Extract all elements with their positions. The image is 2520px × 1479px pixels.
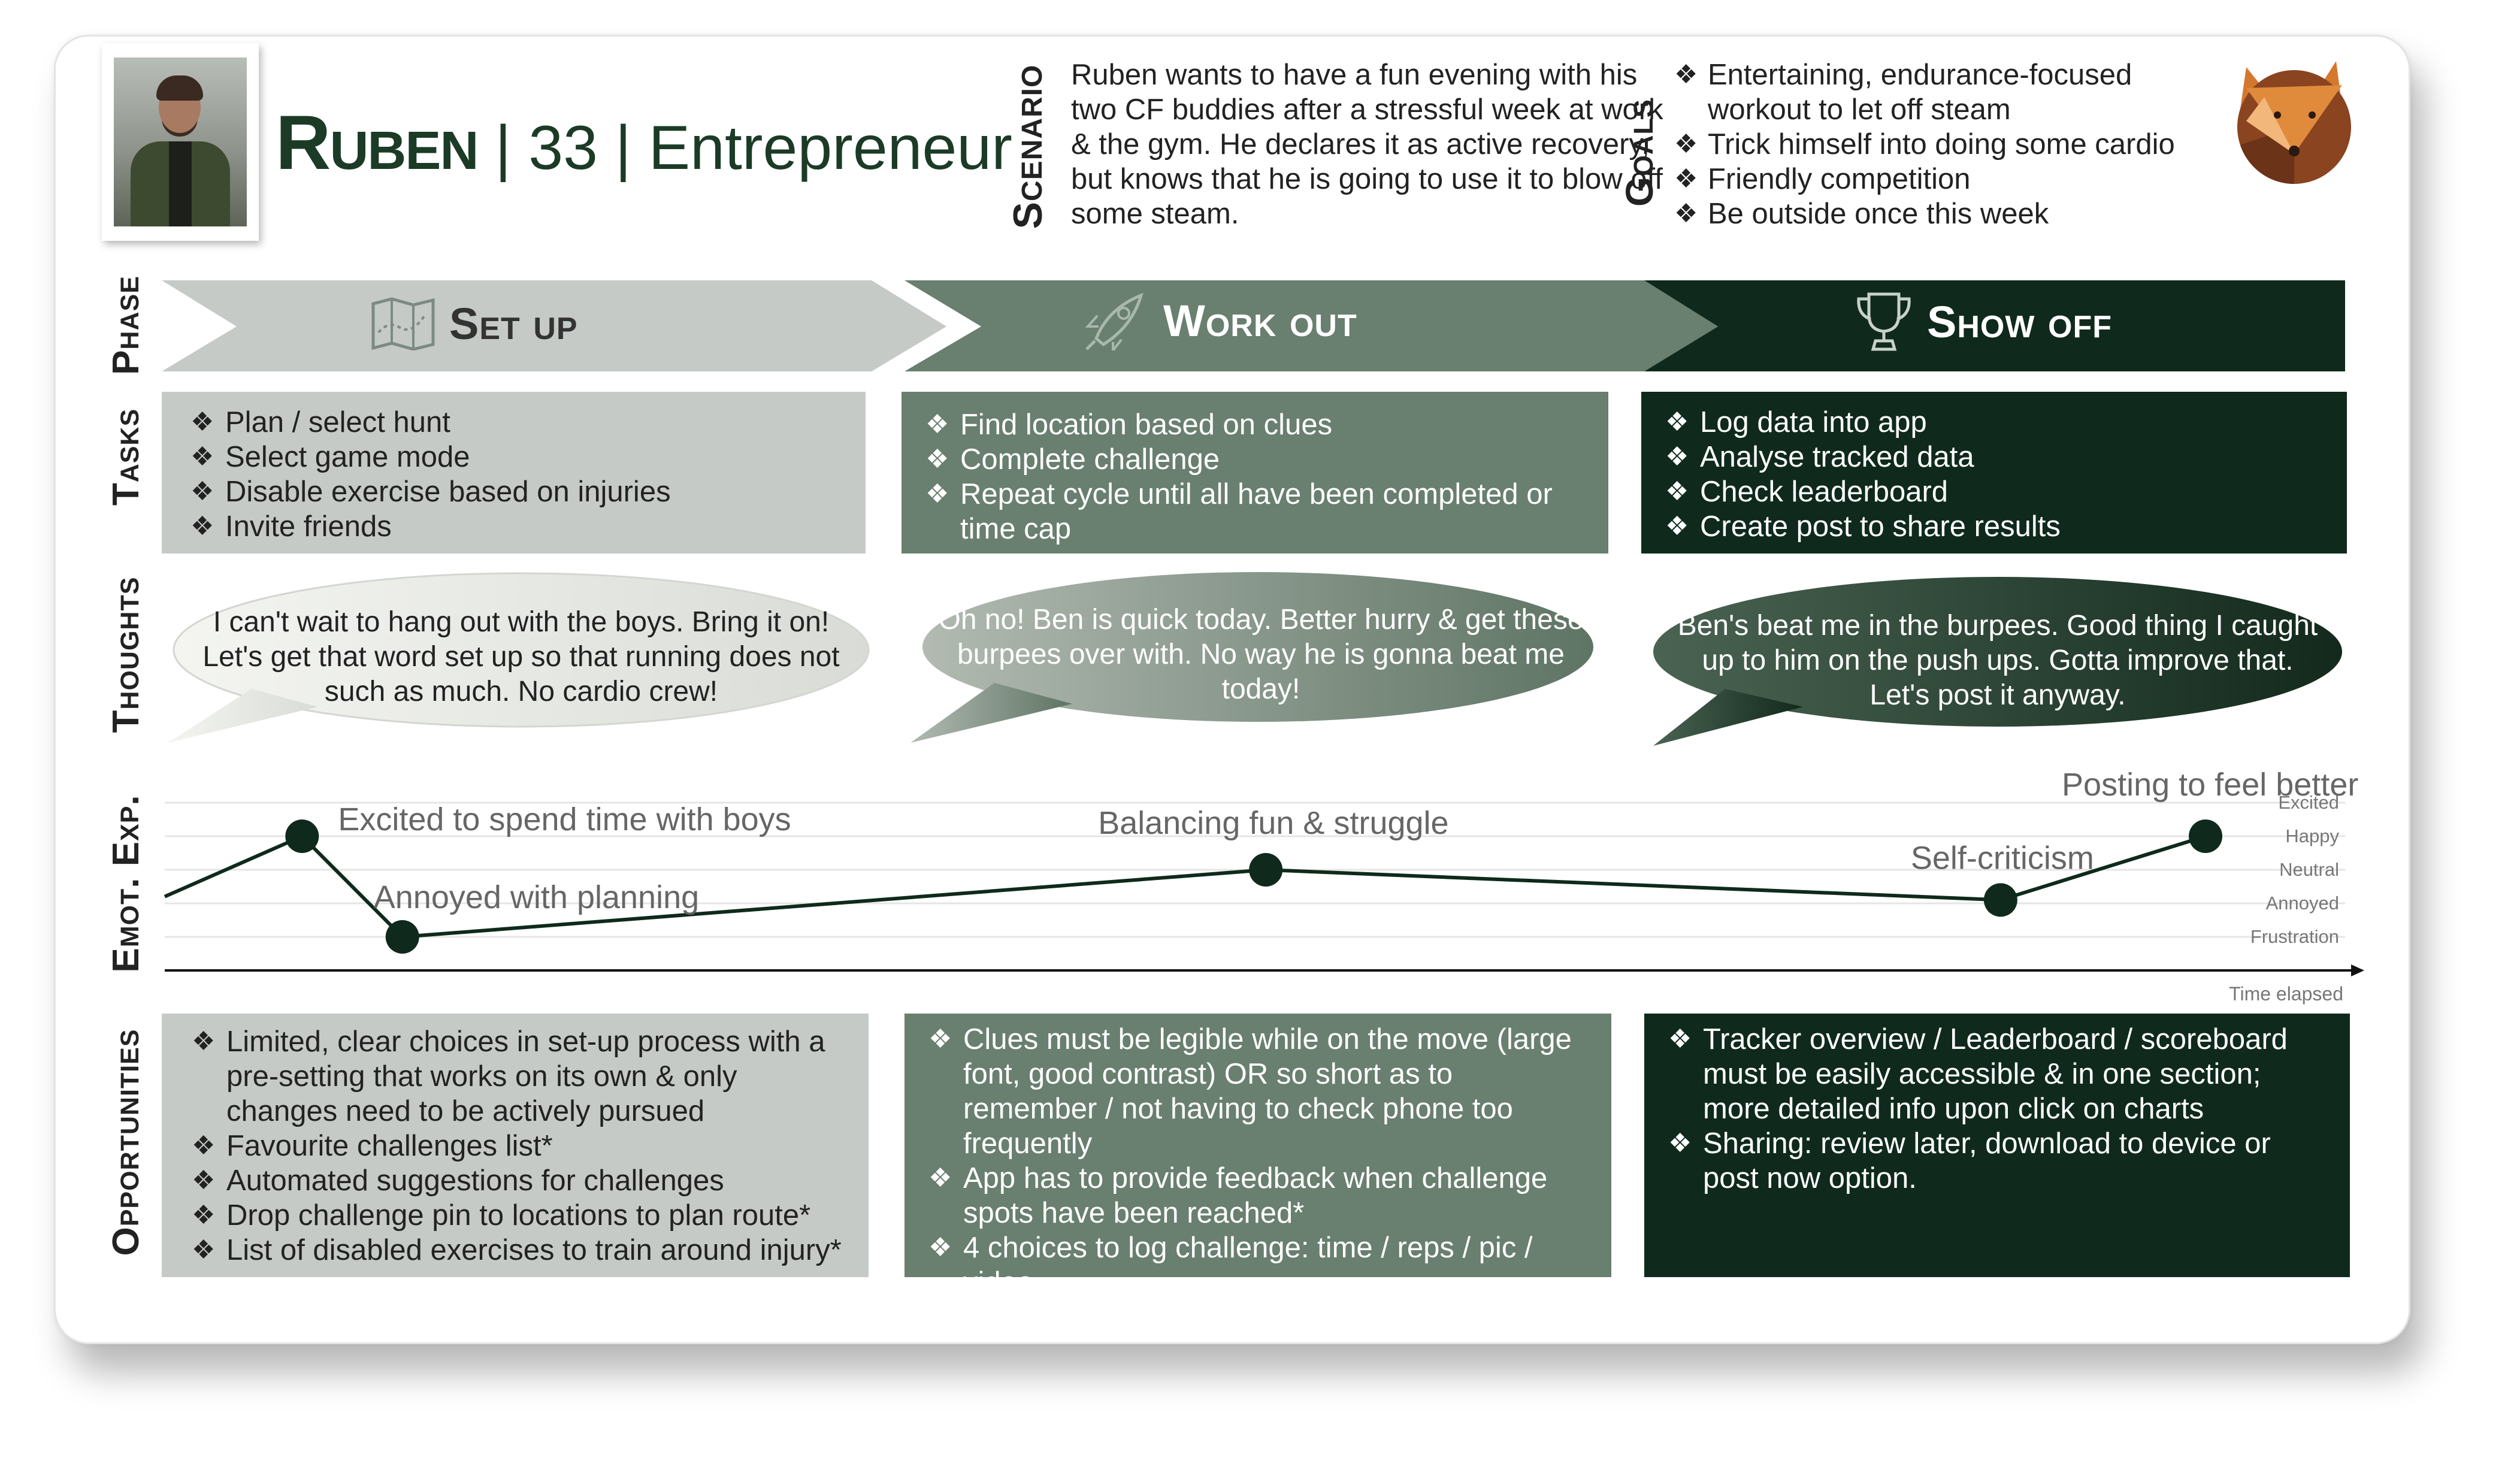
goals-list: Entertaining, endurance-focused workout … [1674, 58, 2201, 231]
goal-item: Trick himself into doing some cardio [1674, 127, 2201, 162]
persona-name: Ruben [276, 100, 479, 186]
task-item: Check leaderboard [1665, 474, 2323, 509]
phase-setup-label: Set up [449, 298, 578, 349]
tasks-showoff-box: Log data into app Analyse tracked data C… [1641, 392, 2347, 554]
opportunity-item: Sharing: review later, download to devic… [1668, 1126, 2326, 1196]
task-item: Select game mode [190, 440, 848, 474]
x-axis-arrow [2351, 964, 2364, 976]
opportunities-row-label: Opportunities [105, 1029, 147, 1256]
emotion-chart: Frustration Annoyed Neutral Happy Excited Tim… [164, 767, 2364, 1005]
opportunities-workout-box: Clues must be legible while on the move … [904, 1014, 1611, 1277]
thought-bubble-showoff [1653, 577, 2342, 746]
thought-bubbles [168, 572, 2342, 746]
task-item: Find location based on clues [925, 407, 1584, 442]
opportunity-item: List of disabled exercises to train arou… [192, 1233, 845, 1268]
task-item: Repeat cycle until all have been complet… [925, 477, 1584, 546]
phase-arrow-workout [904, 280, 1718, 371]
emotion-point [385, 920, 419, 954]
task-item: Disable exercise based on injuries [190, 474, 848, 509]
y-tick-label: Neutral [2279, 859, 2339, 880]
task-item: Plan / select hunt [190, 405, 848, 440]
goal-item: Be outside once this week [1674, 196, 2201, 231]
opportunity-item: App has to provide feedback when challen… [928, 1161, 1587, 1230]
opportunity-item: Tracker overview / Leaderboard / scorebo… [1668, 1022, 2326, 1126]
phase-arrow-showoff [1644, 280, 2345, 371]
scenario-text: Ruben wants to have a fun evening with h… [1071, 59, 1663, 230]
title-separator: | [495, 113, 512, 183]
persona-avatar [114, 58, 247, 226]
task-item: Invite friends [190, 509, 848, 544]
emotion-point-label: Posting to feel better [2062, 767, 2358, 803]
task-item: Complete challenge [925, 442, 1584, 477]
tasks-workout-box: Find location based on clues Complete ch… [901, 392, 1608, 554]
thought-showoff: Ben's beat me in the burpees. Good thing… [1677, 610, 2318, 711]
y-tick-label: Annoyed [2266, 893, 2339, 914]
rocket-icon [1085, 292, 1143, 350]
emotion-point-label: Self-criticism [1911, 840, 2094, 876]
tasks-setup-box: Plan / select hunt Select game mode Disa… [162, 392, 866, 554]
phase-setup: Set up [370, 297, 578, 350]
opportunity-item: Automated suggestions for challenges [192, 1163, 845, 1198]
y-tick-label: Frustration [2250, 926, 2339, 947]
fox-logo-icon [2237, 61, 2351, 184]
goal-item: Friendly competition [1674, 162, 2201, 196]
emotion-line [164, 834, 2206, 939]
y-tick-label: Excited [2278, 792, 2339, 813]
opportunity-item: 4 choices to log challenge: time / reps … [928, 1230, 1587, 1277]
y-tick-label: Happy [2285, 825, 2339, 846]
persona-title: Ruben | 33 | Entrepreneur [276, 105, 1012, 182]
x-axis-label: Time elapsed [2229, 983, 2343, 1005]
persona-photo [102, 43, 259, 241]
phase-showoff-label: Show off [1927, 297, 2112, 347]
emotion-point-label: Annoyed with planning [374, 879, 699, 915]
opportunities-showoff-box: Tracker overview / Leaderboard / scorebo… [1644, 1014, 2350, 1277]
thought-bubble-setup [168, 572, 870, 743]
persona-role: Entrepreneur [648, 113, 1012, 183]
map-icon [371, 297, 435, 350]
emotion-point [1249, 853, 1283, 887]
trophy-icon [1857, 292, 1911, 351]
opportunities-setup-box: Limited, clear choices in set-up process… [162, 1014, 869, 1277]
phase-arrow-setup [162, 280, 946, 371]
emotion-point-label: Balancing fun & struggle [1098, 805, 1448, 841]
opportunity-item: Favourite challenges list* [192, 1129, 845, 1163]
goal-item: Entertaining, endurance-focused workout … [1674, 58, 2201, 127]
phase-showoff: Show off [1854, 291, 2112, 353]
persona-age: 33 [528, 113, 598, 183]
thought-bubble-workout [910, 572, 1593, 743]
emotion-point [1983, 883, 2017, 917]
phase-arrows [162, 280, 2345, 371]
title-separator-2: | [615, 113, 631, 183]
emotion-point [285, 819, 319, 853]
thought-workout: Oh no! Ben is quick today. Better hurry … [938, 604, 1584, 705]
task-item: Create post to share results [1665, 509, 2323, 544]
emotion-point-label: Excited to spend time with boys [338, 801, 791, 837]
opportunity-item: Limited, clear choices in set-up process… [192, 1024, 845, 1129]
phase-workout: Work out [1084, 291, 1357, 350]
opportunity-item: Clues must be legible while on the move … [928, 1022, 1587, 1161]
task-item: Log data into app [1665, 405, 2323, 440]
phase-workout-label: Work out [1163, 295, 1357, 346]
task-item: Analyse tracked data [1665, 440, 2323, 474]
emotion-point [2189, 819, 2223, 853]
opportunity-item: Drop challenge pin to locations to plan … [192, 1198, 845, 1233]
thought-setup: I can't wait to hang out with the boys. … [202, 606, 840, 707]
